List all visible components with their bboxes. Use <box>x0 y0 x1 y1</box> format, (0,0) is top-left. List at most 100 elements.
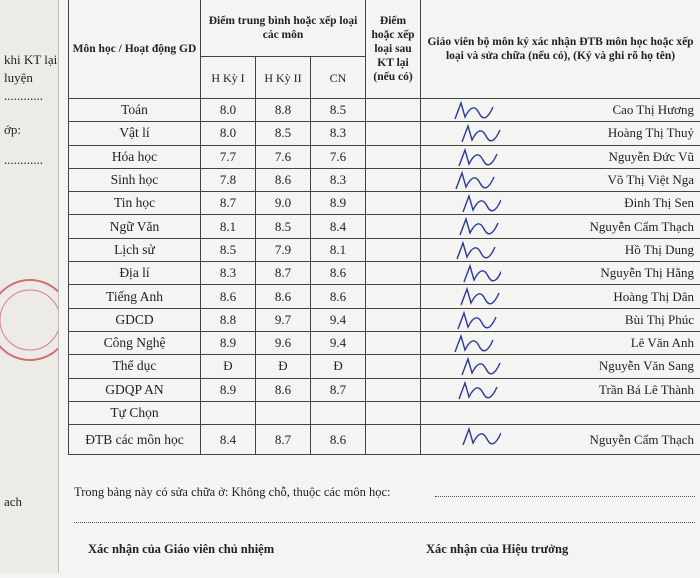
subject: ĐTB các môn học <box>69 425 201 455</box>
retest-cell <box>366 238 421 261</box>
subject: Toán <box>69 99 201 122</box>
signature <box>451 425 501 449</box>
signature-stroke <box>463 429 501 445</box>
score: 7.6 <box>256 145 311 168</box>
signature-stroke <box>464 266 501 282</box>
grade-table: Môn học / Hoạt động GD Điểm trung bình h… <box>68 0 700 455</box>
margin-text: luyện <box>4 70 33 86</box>
term-header: H Kỳ II <box>256 57 311 99</box>
score: 8.5 <box>201 238 256 261</box>
score: 8.4 <box>311 215 366 238</box>
subject: Lịch sử <box>69 238 201 261</box>
retest-cell <box>366 401 421 424</box>
score: 9.6 <box>256 331 311 354</box>
average-header: Điểm trung bình hoặc xếp loại các môn <box>201 0 366 57</box>
score: 8.6 <box>201 285 256 308</box>
teacher: Hoàng Thị Dân <box>421 285 700 308</box>
subject: Vật lí <box>69 122 201 145</box>
score: 8.0 <box>201 122 256 145</box>
term-header: H Kỳ I <box>201 57 256 99</box>
retest-cell <box>366 168 421 191</box>
signature-stroke <box>460 219 498 235</box>
signature-stroke <box>459 150 497 166</box>
signature-stroke <box>455 336 493 352</box>
subject: Thể dục <box>69 355 201 378</box>
margin-text: khi KT lại <box>4 52 57 68</box>
score: 9.4 <box>311 308 366 331</box>
subject: GDCD <box>69 308 201 331</box>
retest-cell <box>366 308 421 331</box>
signature <box>451 309 501 332</box>
teacher: Bùi Thị Phúc <box>421 308 700 331</box>
subject: Tin học <box>69 192 201 215</box>
score: Đ <box>311 355 366 378</box>
teacher: Hoàng Thị Thuỷ <box>421 122 700 145</box>
signature-stroke <box>455 103 493 119</box>
signature <box>451 262 501 285</box>
retest-cell <box>366 285 421 308</box>
score: 8.7 <box>256 425 311 455</box>
signature <box>451 379 501 402</box>
score: 8.3 <box>311 122 366 145</box>
score: 8.9 <box>201 331 256 354</box>
signature-stroke <box>462 359 500 375</box>
signature <box>451 285 501 308</box>
teacher: Nguyễn Thị Hằng <box>421 262 700 285</box>
subject-header: Môn học / Hoạt động GD <box>69 0 201 99</box>
score: 8.6 <box>311 425 366 455</box>
score: 8.6 <box>256 168 311 191</box>
retest-cell <box>366 122 421 145</box>
score: 8.6 <box>311 285 366 308</box>
margin-text: ............ <box>4 88 43 104</box>
score: 8.7 <box>256 262 311 285</box>
signature-stroke <box>457 243 495 259</box>
score: 8.1 <box>311 238 366 261</box>
score: 8.3 <box>311 168 366 191</box>
signature-stroke <box>462 126 500 142</box>
signature-stroke <box>456 173 494 189</box>
score: 8.1 <box>201 215 256 238</box>
retest-cell <box>366 355 421 378</box>
score: 8.6 <box>311 262 366 285</box>
empty-cell <box>201 401 256 424</box>
correction-note: Trong bảng này có sửa chữa ở: Không chỗ,… <box>74 485 391 500</box>
score: 8.5 <box>256 122 311 145</box>
subject: Hóa học <box>69 145 201 168</box>
subject: Ngữ Văn <box>69 215 201 238</box>
score: 8.8 <box>201 308 256 331</box>
score: 8.5 <box>256 215 311 238</box>
homeroom-confirm: Xác nhận của Giáo viên chủ nhiệm <box>88 542 274 557</box>
signature <box>451 122 501 145</box>
teacher: Hồ Thị Dung <box>421 238 700 261</box>
dotted-line <box>74 514 695 523</box>
score: 9.7 <box>256 308 311 331</box>
term-header: CN <box>311 57 366 99</box>
subject: Địa lí <box>69 262 201 285</box>
score: 7.9 <box>256 238 311 261</box>
score: 8.7 <box>311 378 366 401</box>
retest-cell <box>366 331 421 354</box>
margin-text: ớp: <box>4 122 21 138</box>
retest-cell <box>366 145 421 168</box>
empty-cell <box>421 401 700 424</box>
signature <box>451 169 501 192</box>
signature <box>451 192 501 215</box>
score: 8.9 <box>311 192 366 215</box>
subject: Công Nghệ <box>69 331 201 354</box>
score: 9.4 <box>311 331 366 354</box>
score: Đ <box>256 355 311 378</box>
retest-cell <box>366 99 421 122</box>
subject: GDQP AN <box>69 378 201 401</box>
score: 7.7 <box>201 145 256 168</box>
score: 9.0 <box>256 192 311 215</box>
subject: Tự Chọn <box>69 401 201 424</box>
